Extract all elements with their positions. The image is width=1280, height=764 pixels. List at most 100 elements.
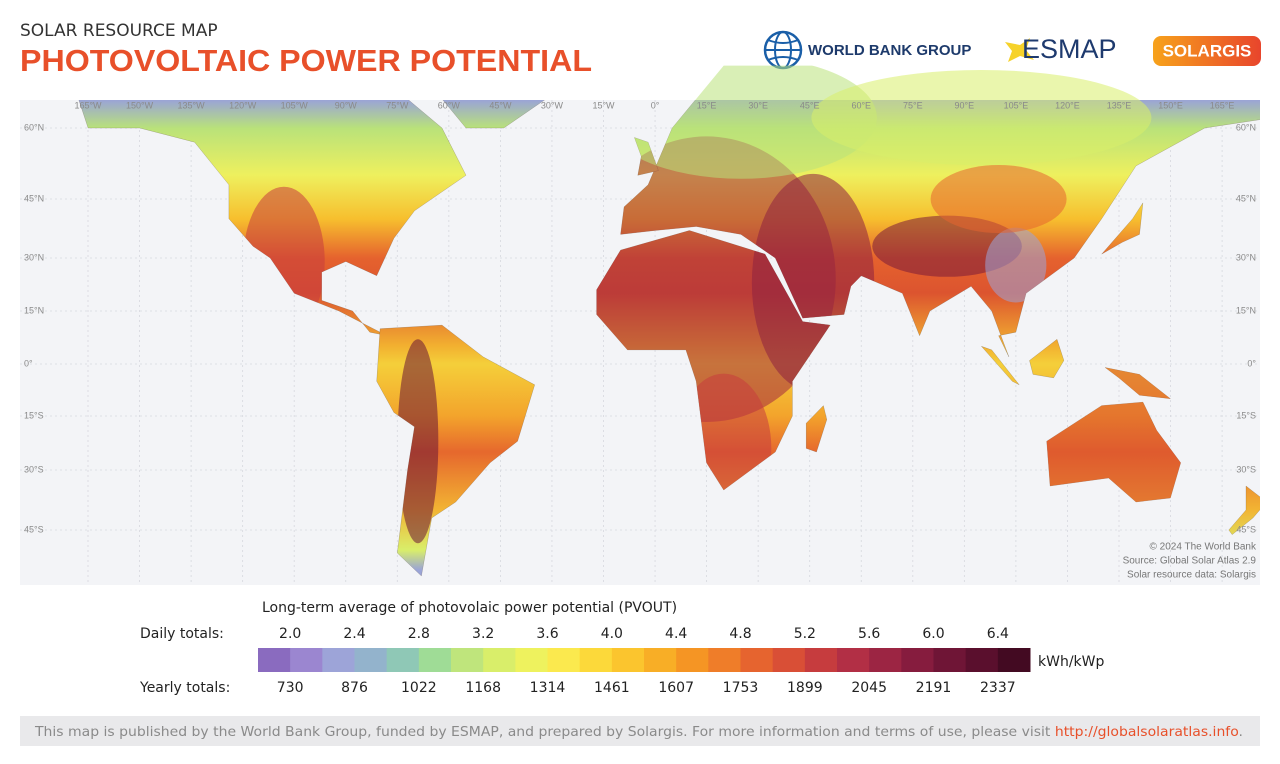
daily-value: 3.2 — [472, 626, 494, 642]
latitude-label: 15°N — [1236, 305, 1256, 315]
daily-value: 3.6 — [536, 626, 558, 642]
legend-swatch — [965, 648, 999, 672]
map-title: PHOTOVOLTAIC POWER POTENTIAL — [20, 43, 592, 78]
longitude-label: 60°W — [438, 100, 461, 110]
footer-text: This map is published by the World Bank … — [34, 725, 1243, 740]
yearly-value: 730 — [277, 680, 304, 696]
latitude-label: 30°S — [24, 464, 44, 474]
legend-swatch — [740, 648, 774, 672]
latitude-label: 45°N — [1236, 193, 1256, 203]
logo-text: ESMAP — [1022, 34, 1117, 64]
legend-swatch — [322, 648, 355, 672]
daily-value: 6.4 — [987, 626, 1009, 642]
longitude-label: 150°W — [126, 100, 154, 110]
yearly-value: 1607 — [658, 680, 694, 696]
legend-swatch — [997, 648, 1031, 672]
longitude-label: 105°W — [281, 100, 309, 110]
legend-swatch — [290, 648, 323, 672]
footer-end: . — [1239, 725, 1243, 740]
legend-swatch — [676, 648, 709, 672]
daily-value: 5.6 — [858, 626, 880, 642]
yearly-value: 2337 — [980, 680, 1016, 696]
longitude-label: 75°E — [903, 100, 923, 110]
legend-swatch — [451, 648, 484, 672]
latitude-label: 45°N — [24, 193, 44, 203]
legend-swatch — [644, 648, 677, 672]
legend-swatch — [386, 648, 420, 672]
legend-swatch — [804, 648, 838, 672]
longitude-label: 90°W — [335, 100, 358, 110]
legend-swatch — [547, 648, 581, 672]
latitude-label: 15°S — [24, 410, 44, 420]
legend-swatch — [611, 648, 645, 672]
legend-swatch — [354, 648, 388, 672]
longitude-label: 45°W — [489, 100, 512, 110]
credit: Source: Global Solar Atlas 2.9 — [1123, 556, 1257, 567]
footer-note: This map is published by the World Bank … — [34, 725, 1055, 740]
daily-value: 4.4 — [665, 626, 687, 642]
yearly-value: 1461 — [594, 680, 630, 696]
yearly-value: 1022 — [401, 680, 437, 696]
longitude-label: 120°E — [1055, 100, 1080, 110]
yearly-value: 2045 — [851, 680, 887, 696]
longitude-label: 60°E — [851, 100, 871, 110]
longitude-label: 150°E — [1158, 100, 1183, 110]
borneo — [1029, 338, 1065, 379]
longitude-label: 15°E — [697, 100, 717, 110]
legend-swatch — [483, 648, 516, 672]
coordinate-labels: 165°W 150°W 135°W 120°W 105°W 90°W 75°W 60°W 45°… — [24, 100, 1256, 534]
latitude-label: 45°S — [24, 524, 44, 534]
legend-swatch — [579, 648, 613, 672]
sumatra — [980, 345, 1020, 385]
legend-scale: 2.0 2.4 2.8 3.2 3.6 4.0 4.4 4.8 5.2 5.6 6.0 6.4 730 8… — [258, 626, 1031, 696]
longitude-label: 30°E — [748, 100, 768, 110]
greenland — [442, 100, 545, 129]
legend-swatch — [772, 648, 806, 672]
latitude-label: 60°N — [24, 122, 44, 132]
legend-swatch — [418, 648, 452, 672]
legend-unit: kWh/kWp — [1038, 654, 1104, 670]
credit: Solar resource data: Solargis — [1127, 570, 1256, 581]
yearly-label: Yearly totals: — [139, 680, 230, 696]
yearly-value: 1314 — [530, 680, 566, 696]
map-kicker: SOLAR RESOURCE MAP — [20, 21, 218, 41]
daily-value: 6.0 — [922, 626, 944, 642]
hotspot — [397, 339, 439, 544]
latitude-label: 30°N — [24, 252, 44, 262]
longitude-label: 120°W — [229, 100, 257, 110]
logo-text: WORLD BANK GROUP — [808, 42, 971, 59]
yearly-value: 2191 — [916, 680, 952, 696]
legend-swatch — [258, 648, 291, 672]
footer-band — [20, 716, 1260, 746]
daily-value: 5.2 — [794, 626, 816, 642]
legend-swatch — [901, 648, 934, 672]
longitude-label: 165°W — [74, 100, 102, 110]
hotspot — [985, 227, 1047, 303]
latitude-label: 15°N — [24, 305, 44, 315]
legend-swatch — [837, 648, 870, 672]
hotspot — [811, 70, 1152, 166]
latitude-label: 0° — [1247, 358, 1256, 368]
daily-value: 2.4 — [343, 626, 365, 642]
esmap-logo: ESMAP — [1005, 34, 1117, 64]
longitude-label: 15°W — [592, 100, 615, 110]
world-bank-logo: WORLD BANK GROUP — [763, 30, 971, 70]
footer-link[interactable]: http://globalsolaratlas.info — [1055, 725, 1239, 740]
legend-swatch — [869, 648, 902, 672]
hotspot — [930, 165, 1067, 233]
longitude-label: 30°W — [541, 100, 564, 110]
latitude-label: 0° — [24, 358, 33, 368]
longitude-label: 75°W — [386, 100, 409, 110]
longitude-label: 45°E — [800, 100, 820, 110]
daily-value: 4.0 — [601, 626, 623, 642]
logo-text: SOLARGIS — [1163, 41, 1252, 60]
japan — [1101, 202, 1144, 255]
yearly-value: 1899 — [787, 680, 823, 696]
yearly-value: 1753 — [723, 680, 759, 696]
latitude-label: 15°S — [1236, 410, 1256, 420]
solargis-logo: SOLARGIS — [1153, 36, 1261, 66]
legend-swatch — [515, 648, 548, 672]
longitude-label: 90°E — [955, 100, 975, 110]
latitude-label: 30°S — [1236, 464, 1256, 474]
